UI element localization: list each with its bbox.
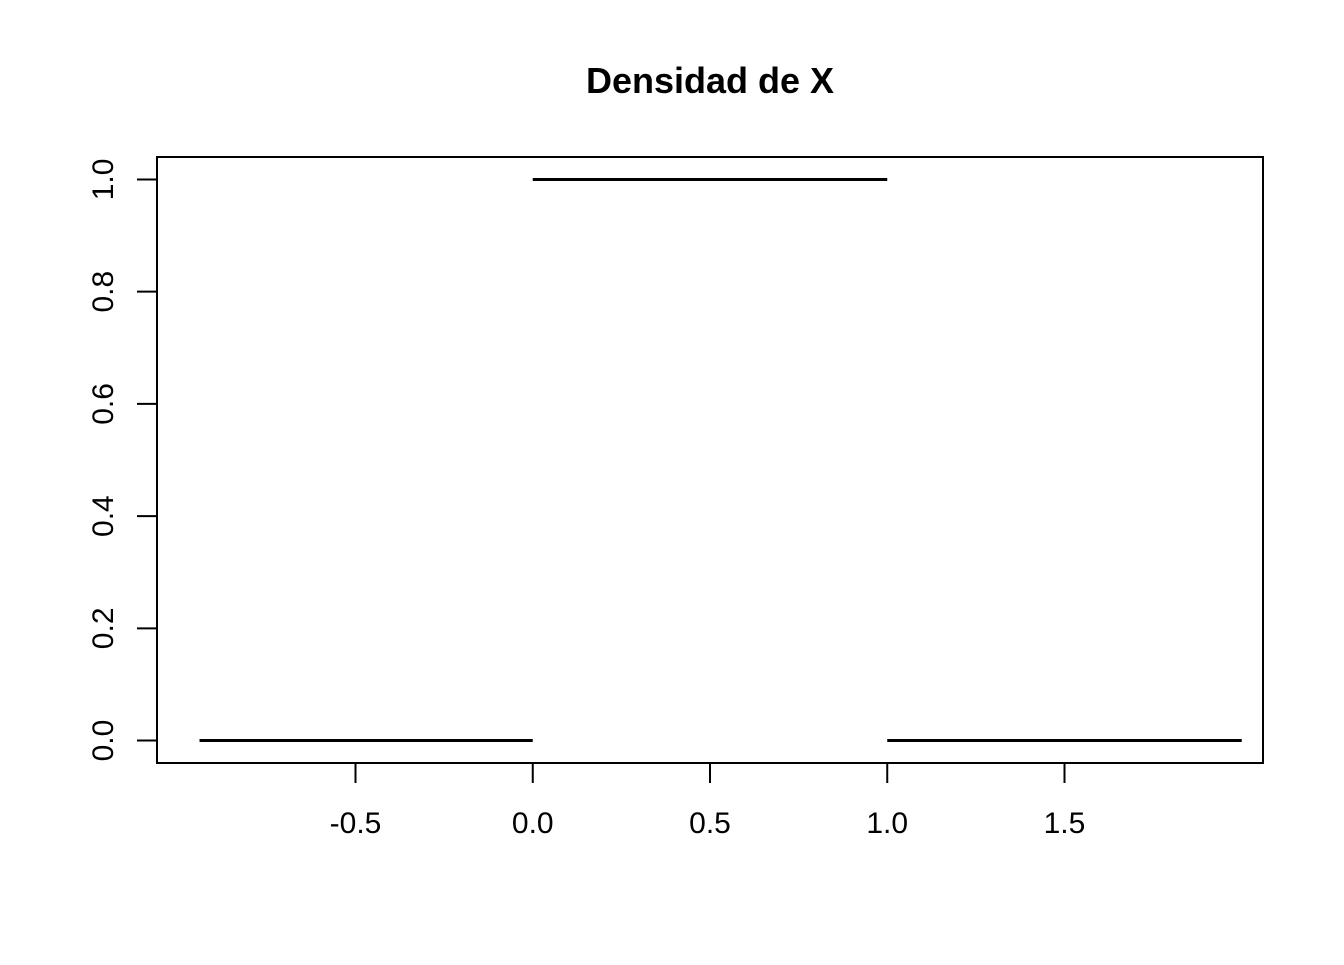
y-tick-label: 1.0 bbox=[87, 159, 120, 201]
x-tick-label: 0.5 bbox=[689, 807, 731, 840]
y-tick-label: 0.2 bbox=[87, 607, 120, 649]
chart-title: Densidad de X bbox=[586, 60, 834, 101]
y-tick-label: 0.8 bbox=[87, 271, 120, 313]
y-tick-label: 0.4 bbox=[87, 495, 120, 537]
density-series bbox=[199, 177, 1242, 743]
x-tick-label: 1.5 bbox=[1044, 807, 1086, 840]
x-axis: -0.5 0.0 0.5 1.0 1.5 bbox=[330, 762, 1086, 840]
x-tick-label: 0.0 bbox=[512, 807, 554, 840]
x-tick-label: 1.0 bbox=[866, 807, 908, 840]
x-tick-label: -0.5 bbox=[330, 807, 382, 840]
plot-frame bbox=[156, 156, 1264, 764]
y-tick-label: 0.0 bbox=[87, 720, 120, 762]
y-tick-label: 0.6 bbox=[87, 383, 120, 425]
y-axis: 0.0 0.2 0.4 0.6 0.8 1.0 bbox=[87, 159, 158, 762]
